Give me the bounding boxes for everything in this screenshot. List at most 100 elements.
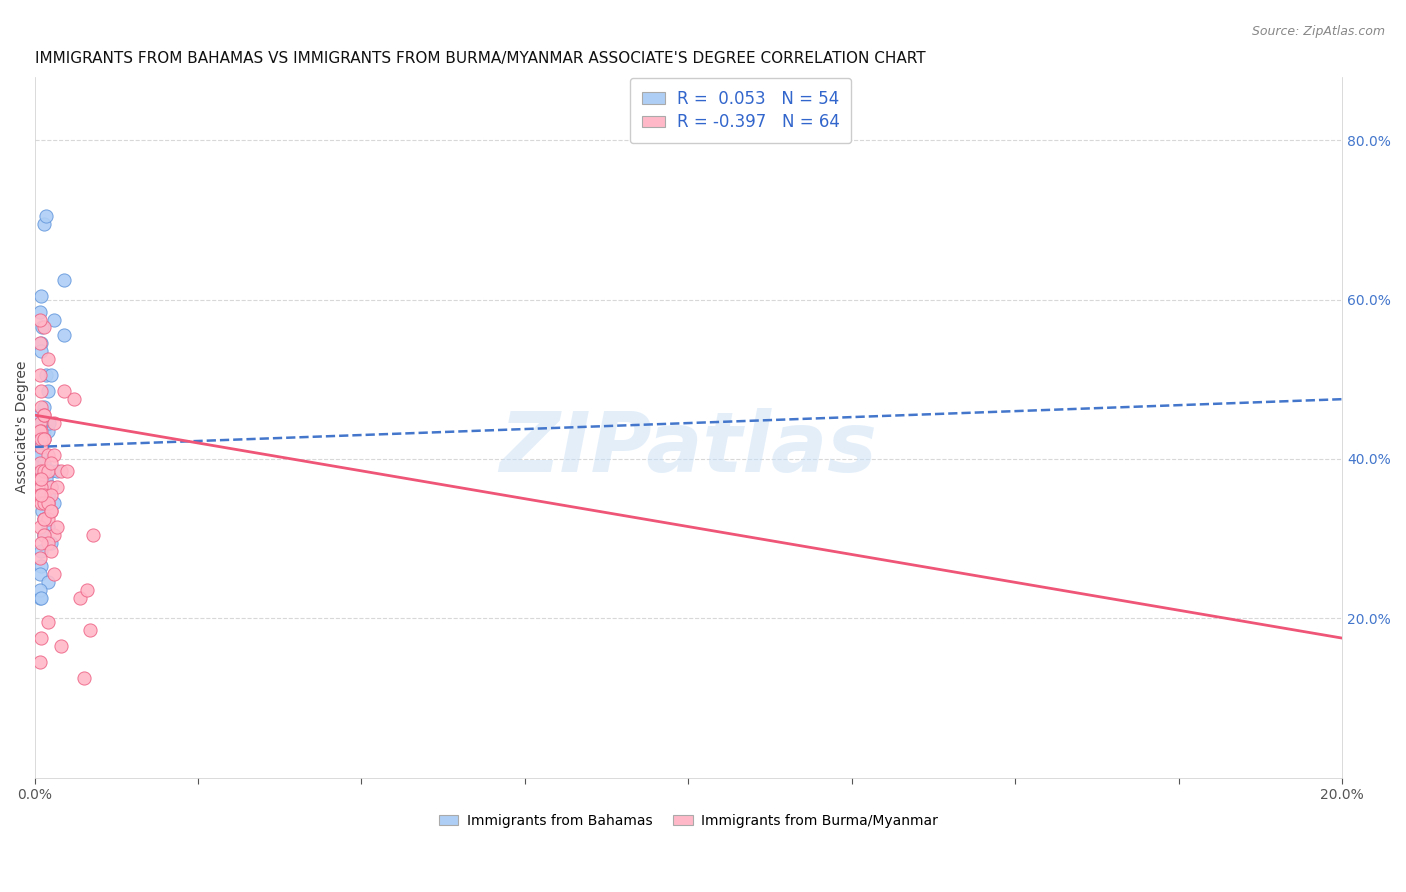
Point xyxy=(37,615,59,630)
Point xyxy=(28,368,51,383)
Point xyxy=(62,392,84,406)
Point xyxy=(37,352,59,367)
Point xyxy=(34,527,56,541)
Point xyxy=(28,448,51,462)
Point xyxy=(30,344,52,359)
Point xyxy=(34,527,56,541)
Point xyxy=(30,559,52,574)
Point xyxy=(34,408,56,422)
Point xyxy=(37,519,59,533)
Point xyxy=(39,535,62,549)
Point xyxy=(53,384,76,399)
Point xyxy=(30,432,52,446)
Point xyxy=(35,472,58,486)
Point xyxy=(39,368,62,383)
Point xyxy=(28,408,51,422)
Point xyxy=(49,464,72,478)
Point xyxy=(30,480,52,494)
Point xyxy=(34,400,56,414)
Point xyxy=(37,535,59,549)
Point xyxy=(37,448,59,462)
Point xyxy=(30,464,52,478)
Point xyxy=(30,400,52,414)
Point xyxy=(28,448,51,462)
Point xyxy=(53,328,76,343)
Point xyxy=(30,424,52,438)
Point xyxy=(44,496,66,510)
Point xyxy=(30,496,52,510)
Point xyxy=(30,488,52,502)
Point xyxy=(76,583,98,598)
Point xyxy=(46,519,69,533)
Point xyxy=(38,416,60,430)
Point xyxy=(34,511,56,525)
Point xyxy=(39,456,62,470)
Point xyxy=(28,488,51,502)
Point xyxy=(34,527,56,541)
Point xyxy=(82,527,104,541)
Point xyxy=(28,472,51,486)
Point xyxy=(30,631,52,645)
Point xyxy=(34,424,56,438)
Point xyxy=(37,496,59,510)
Point xyxy=(39,480,62,494)
Point xyxy=(30,440,52,454)
Point xyxy=(44,312,66,326)
Point xyxy=(79,623,101,637)
Point xyxy=(35,368,58,383)
Point xyxy=(37,575,59,590)
Point xyxy=(34,408,56,422)
Point xyxy=(30,591,52,606)
Text: IMMIGRANTS FROM BAHAMAS VS IMMIGRANTS FROM BURMA/MYANMAR ASSOCIATE'S DEGREE CORR: IMMIGRANTS FROM BAHAMAS VS IMMIGRANTS FR… xyxy=(35,51,925,66)
Legend: Immigrants from Bahamas, Immigrants from Burma/Myanmar: Immigrants from Bahamas, Immigrants from… xyxy=(433,808,943,834)
Point xyxy=(39,464,62,478)
Point xyxy=(37,511,59,525)
Point xyxy=(30,416,52,430)
Point xyxy=(28,304,51,318)
Point xyxy=(46,480,69,494)
Point xyxy=(28,416,51,430)
Point xyxy=(34,464,56,478)
Point xyxy=(37,488,59,502)
Point xyxy=(69,591,91,606)
Point xyxy=(34,432,56,446)
Point xyxy=(30,440,52,454)
Point xyxy=(30,543,52,558)
Y-axis label: Associate's Degree: Associate's Degree xyxy=(15,361,30,493)
Point xyxy=(46,464,69,478)
Point xyxy=(28,448,51,462)
Point xyxy=(44,416,66,430)
Point xyxy=(35,209,58,223)
Point xyxy=(34,488,56,502)
Point xyxy=(39,543,62,558)
Point xyxy=(28,312,51,326)
Point xyxy=(34,511,56,525)
Point xyxy=(56,464,79,478)
Point xyxy=(44,527,66,541)
Point xyxy=(28,655,51,669)
Point xyxy=(53,273,76,287)
Point xyxy=(28,424,51,438)
Point xyxy=(28,472,51,486)
Point xyxy=(39,488,62,502)
Point xyxy=(30,384,52,399)
Point xyxy=(34,488,56,502)
Point xyxy=(28,567,51,582)
Point xyxy=(34,456,56,470)
Point xyxy=(28,583,51,598)
Point xyxy=(30,440,52,454)
Point xyxy=(72,671,94,685)
Point xyxy=(30,535,52,549)
Point xyxy=(31,320,53,334)
Point xyxy=(39,480,62,494)
Text: Source: ZipAtlas.com: Source: ZipAtlas.com xyxy=(1251,25,1385,38)
Point xyxy=(28,336,51,351)
Point xyxy=(37,488,59,502)
Point xyxy=(37,464,59,478)
Point xyxy=(30,472,52,486)
Point xyxy=(34,496,56,510)
Point xyxy=(49,639,72,653)
Point xyxy=(28,456,51,470)
Point xyxy=(34,320,56,334)
Point xyxy=(31,416,53,430)
